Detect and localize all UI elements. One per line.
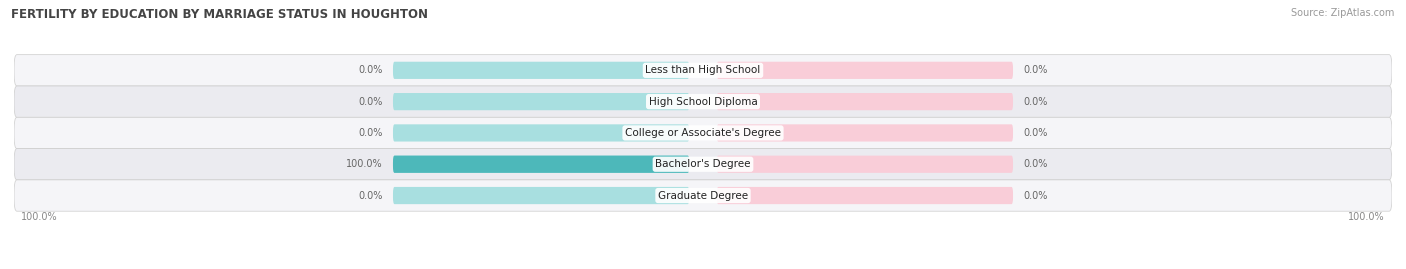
Text: High School Diploma: High School Diploma xyxy=(648,97,758,107)
FancyBboxPatch shape xyxy=(14,148,1392,180)
Text: 0.0%: 0.0% xyxy=(359,128,382,138)
FancyBboxPatch shape xyxy=(392,124,689,141)
Text: 0.0%: 0.0% xyxy=(1024,190,1047,200)
FancyBboxPatch shape xyxy=(392,156,689,173)
FancyBboxPatch shape xyxy=(717,124,1012,141)
Text: 0.0%: 0.0% xyxy=(1024,65,1047,75)
FancyBboxPatch shape xyxy=(392,156,689,173)
Text: 100.0%: 100.0% xyxy=(21,212,58,222)
Text: 0.0%: 0.0% xyxy=(1024,97,1047,107)
FancyBboxPatch shape xyxy=(14,117,1392,148)
Text: Source: ZipAtlas.com: Source: ZipAtlas.com xyxy=(1291,8,1395,18)
Text: 0.0%: 0.0% xyxy=(359,65,382,75)
Text: College or Associate's Degree: College or Associate's Degree xyxy=(626,128,780,138)
Text: FERTILITY BY EDUCATION BY MARRIAGE STATUS IN HOUGHTON: FERTILITY BY EDUCATION BY MARRIAGE STATU… xyxy=(11,8,429,21)
FancyBboxPatch shape xyxy=(392,62,689,79)
Text: 100.0%: 100.0% xyxy=(1348,212,1385,222)
Text: Bachelor's Degree: Bachelor's Degree xyxy=(655,159,751,169)
FancyBboxPatch shape xyxy=(14,55,1392,86)
FancyBboxPatch shape xyxy=(14,86,1392,117)
FancyBboxPatch shape xyxy=(392,93,689,110)
FancyBboxPatch shape xyxy=(14,180,1392,211)
FancyBboxPatch shape xyxy=(717,93,1012,110)
FancyBboxPatch shape xyxy=(717,187,1012,204)
Text: Less than High School: Less than High School xyxy=(645,65,761,75)
Text: 0.0%: 0.0% xyxy=(1024,128,1047,138)
Text: 100.0%: 100.0% xyxy=(346,159,382,169)
FancyBboxPatch shape xyxy=(717,62,1012,79)
Text: 0.0%: 0.0% xyxy=(359,190,382,200)
Text: 0.0%: 0.0% xyxy=(359,97,382,107)
FancyBboxPatch shape xyxy=(717,156,1012,173)
Text: 0.0%: 0.0% xyxy=(1024,159,1047,169)
Text: Graduate Degree: Graduate Degree xyxy=(658,190,748,200)
FancyBboxPatch shape xyxy=(392,187,689,204)
